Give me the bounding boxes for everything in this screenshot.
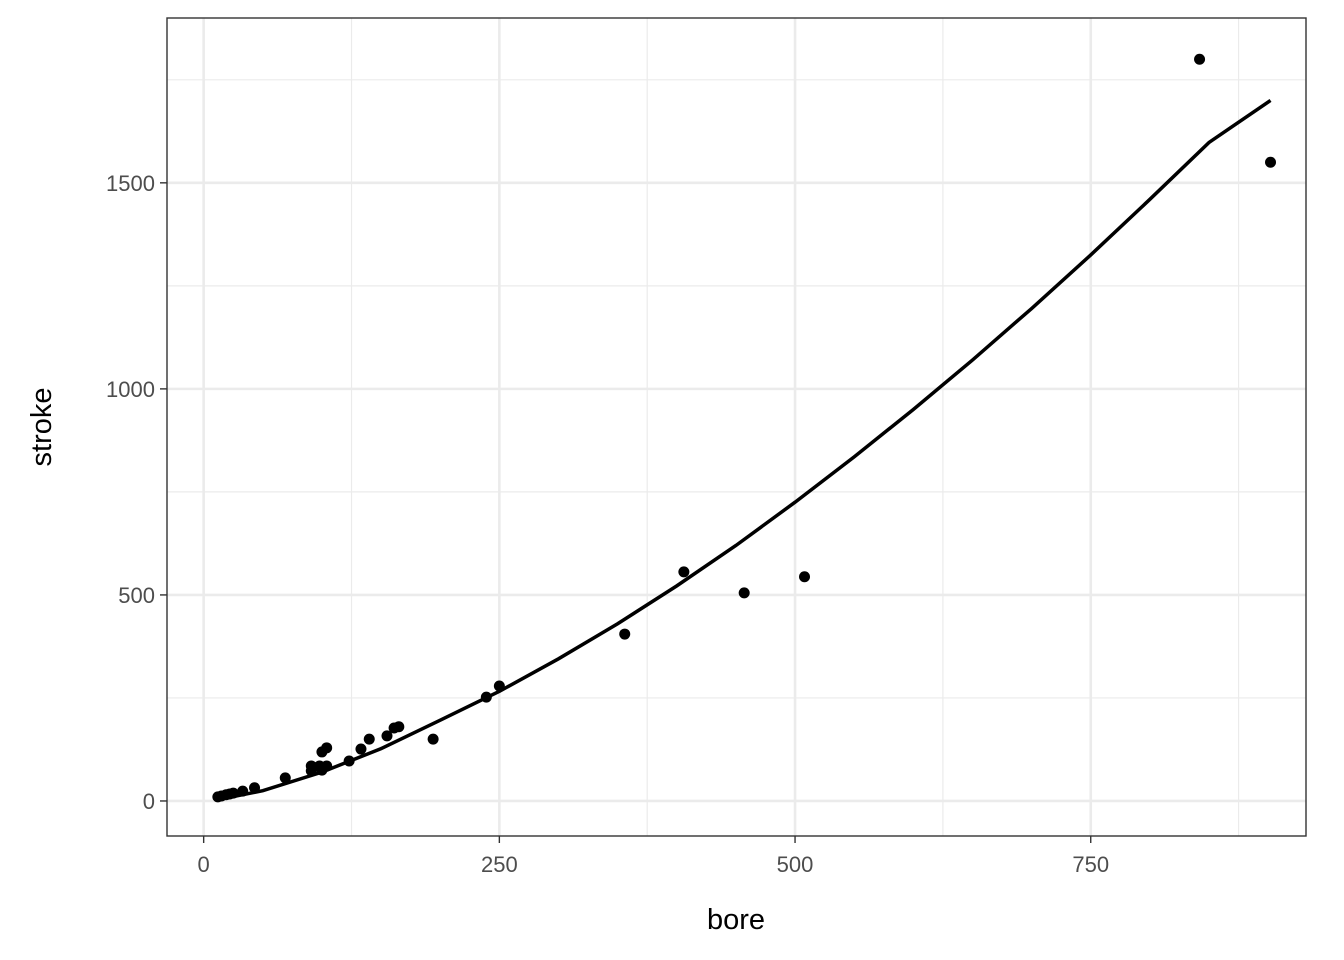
x-tick-label: 750: [1072, 852, 1109, 877]
y-tick-label: 1000: [106, 377, 155, 402]
y-axis: 0 500 1000 1500: [106, 171, 167, 814]
data-point: [279, 772, 291, 784]
y-tick-label: 1500: [106, 171, 155, 196]
data-point: [427, 733, 439, 745]
data-point: [249, 782, 261, 794]
grid: [167, 18, 1306, 836]
y-tick-label: 500: [118, 583, 155, 608]
data-point: [227, 787, 239, 799]
data-point: [480, 691, 492, 703]
data-point: [363, 733, 375, 745]
y-tick-label: 0: [143, 789, 155, 814]
data-point: [305, 760, 317, 772]
x-tick-label: 0: [198, 852, 210, 877]
data-point: [355, 743, 367, 755]
points-group: [212, 53, 1277, 803]
data-point: [619, 628, 631, 640]
data-point: [393, 721, 405, 733]
data-point: [1194, 53, 1206, 65]
data-point: [493, 680, 505, 692]
x-tick-label: 250: [481, 852, 518, 877]
data-point: [1265, 156, 1277, 168]
x-axis-title: bore: [707, 904, 765, 936]
data-point: [799, 571, 811, 583]
data-point: [321, 760, 333, 772]
data-point: [237, 785, 249, 797]
data-point: [738, 587, 750, 599]
data-point: [678, 566, 690, 578]
data-point: [321, 742, 333, 754]
panel-border: [166, 17, 1307, 837]
fit-curve: [217, 98, 1272, 802]
x-tick-label: 500: [777, 852, 814, 877]
data-point: [381, 730, 393, 742]
data-point: [343, 755, 355, 767]
y-axis-title: stroke: [26, 388, 58, 467]
fit-line-group: [217, 98, 1272, 802]
x-axis: 0 250 500 750: [198, 836, 1109, 877]
